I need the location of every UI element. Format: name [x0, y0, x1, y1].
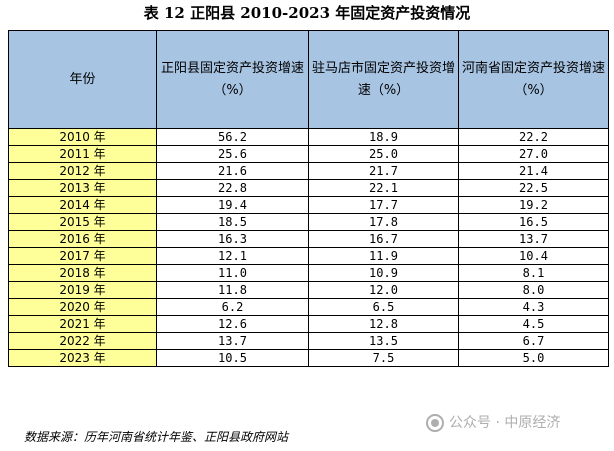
- header-henan-label: 河南省固定资产投资增速（%）: [461, 60, 605, 98]
- zhengyang-cell: 25.6: [156, 145, 309, 163]
- header-zhumadian-label: 驻马店市固定资产投资增速（%）: [311, 60, 455, 98]
- year-cell: 2020 年: [8, 298, 157, 316]
- year-cell: 2010 年: [8, 128, 157, 146]
- zhengyang-cell: 56.2: [156, 128, 309, 146]
- table-row: 2021 年 12.6 12.8 4.5: [8, 315, 609, 333]
- henan-cell: 13.7: [458, 230, 609, 248]
- zhengyang-cell: 21.6: [156, 162, 309, 180]
- zhengyang-cell: 10.5: [156, 349, 309, 367]
- henan-cell: 16.5: [458, 213, 609, 231]
- watermark: 公众号 · 中原经济: [426, 414, 560, 432]
- zhengyang-cell: 11.0: [156, 264, 309, 282]
- table-row: 2022 年 13.7 13.5 6.7: [8, 332, 609, 350]
- zhengyang-cell: 12.1: [156, 247, 309, 265]
- zhengyang-cell: 6.2: [156, 298, 309, 316]
- year-cell: 2017 年: [8, 247, 157, 265]
- zhumadian-cell: 17.8: [308, 213, 459, 231]
- zhengyang-cell: 11.8: [156, 281, 309, 299]
- year-cell: 2013 年: [8, 179, 157, 197]
- henan-cell: 8.1: [458, 264, 609, 282]
- year-cell: 2018 年: [8, 264, 157, 282]
- table-title: 表 12 正阳县 2010-2023 年固定资产投资情况: [143, 4, 471, 22]
- table-row: 2011 年 25.6 25.0 27.0: [8, 145, 609, 163]
- table-row: 2012 年 21.6 21.7 21.4: [8, 162, 609, 180]
- table-row: 2017 年 12.1 11.9 10.4: [8, 247, 609, 265]
- henan-cell: 4.5: [458, 315, 609, 333]
- zhengyang-cell: 22.8: [156, 179, 309, 197]
- zhumadian-cell: 12.8: [308, 315, 459, 333]
- zhumadian-cell: 17.7: [308, 196, 459, 214]
- table-row: 2020 年 6.2 6.5 4.3: [8, 298, 609, 316]
- header-zhengyang-label: 正阳县固定资产投资增速（%）: [160, 60, 304, 98]
- header-year: 年份: [8, 30, 157, 129]
- zhumadian-cell: 10.9: [308, 264, 459, 282]
- header-zhumadian: 驻马店市固定资产投资增速（%）: [308, 30, 459, 129]
- year-cell: 2022 年: [8, 332, 157, 350]
- zhumadian-cell: 16.7: [308, 230, 459, 248]
- table-row: 2015 年 18.5 17.8 16.5: [8, 213, 609, 231]
- zhengyang-cell: 12.6: [156, 315, 309, 333]
- zhumadian-cell: 6.5: [308, 298, 459, 316]
- henan-cell: 4.3: [458, 298, 609, 316]
- wechat-icon: [426, 414, 444, 432]
- year-cell: 2012 年: [8, 162, 157, 180]
- table-row: 2023 年 10.5 7.5 5.0: [8, 349, 609, 367]
- henan-cell: 22.2: [458, 128, 609, 146]
- year-cell: 2019 年: [8, 281, 157, 299]
- table-row: 2019 年 11.8 12.0 8.0: [8, 281, 609, 299]
- header-zhengyang: 正阳县固定资产投资增速（%）: [156, 30, 309, 129]
- table-row: 2010 年 56.2 18.9 22.2: [8, 128, 609, 146]
- zhumadian-cell: 18.9: [308, 128, 459, 146]
- henan-cell: 19.2: [458, 196, 609, 214]
- henan-cell: 6.7: [458, 332, 609, 350]
- zhengyang-cell: 13.7: [156, 332, 309, 350]
- year-cell: 2016 年: [8, 230, 157, 248]
- year-cell: 2023 年: [8, 349, 157, 367]
- watermark-text: 公众号 · 中原经济: [449, 415, 561, 431]
- table-row: 2018 年 11.0 10.9 8.1: [8, 264, 609, 282]
- data-source-note: 数据来源：历年河南省统计年鉴、正阳县政府网站: [24, 430, 289, 444]
- table-row: 2016 年 16.3 16.7 13.7: [8, 230, 609, 248]
- zhengyang-cell: 16.3: [156, 230, 309, 248]
- year-cell: 2011 年: [8, 145, 157, 163]
- zhengyang-cell: 19.4: [156, 196, 309, 214]
- henan-cell: 8.0: [458, 281, 609, 299]
- henan-cell: 22.5: [458, 179, 609, 197]
- henan-cell: 10.4: [458, 247, 609, 265]
- table-body: 2010 年 56.2 18.9 22.2 2011 年 25.6 25.0 27.0 2012…: [8, 128, 609, 367]
- zhumadian-cell: 22.1: [308, 179, 459, 197]
- henan-cell: 27.0: [458, 145, 609, 163]
- table-row: 2014 年 19.4 17.7 19.2: [8, 196, 609, 214]
- year-cell: 2021 年: [8, 315, 157, 333]
- year-cell: 2014 年: [8, 196, 157, 214]
- henan-cell: 21.4: [458, 162, 609, 180]
- year-cell: 2015 年: [8, 213, 157, 231]
- zhumadian-cell: 7.5: [308, 349, 459, 367]
- header-henan: 河南省固定资产投资增速（%）: [458, 30, 609, 129]
- zhumadian-cell: 11.9: [308, 247, 459, 265]
- zhumadian-cell: 13.5: [308, 332, 459, 350]
- henan-cell: 5.0: [458, 349, 609, 367]
- zhumadian-cell: 12.0: [308, 281, 459, 299]
- table-row: 2013 年 22.8 22.1 22.5: [8, 179, 609, 197]
- zhumadian-cell: 25.0: [308, 145, 459, 163]
- investment-table: 年份 正阳县固定资产投资增速（%） 驻马店市固定资产投资增速（%） 河南省固定资…: [8, 30, 609, 367]
- zhumadian-cell: 21.7: [308, 162, 459, 180]
- zhengyang-cell: 18.5: [156, 213, 309, 231]
- header-row: 年份 正阳县固定资产投资增速（%） 驻马店市固定资产投资增速（%） 河南省固定资…: [8, 30, 609, 129]
